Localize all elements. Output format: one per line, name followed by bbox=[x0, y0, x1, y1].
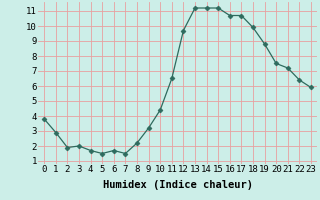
X-axis label: Humidex (Indice chaleur): Humidex (Indice chaleur) bbox=[103, 180, 252, 190]
